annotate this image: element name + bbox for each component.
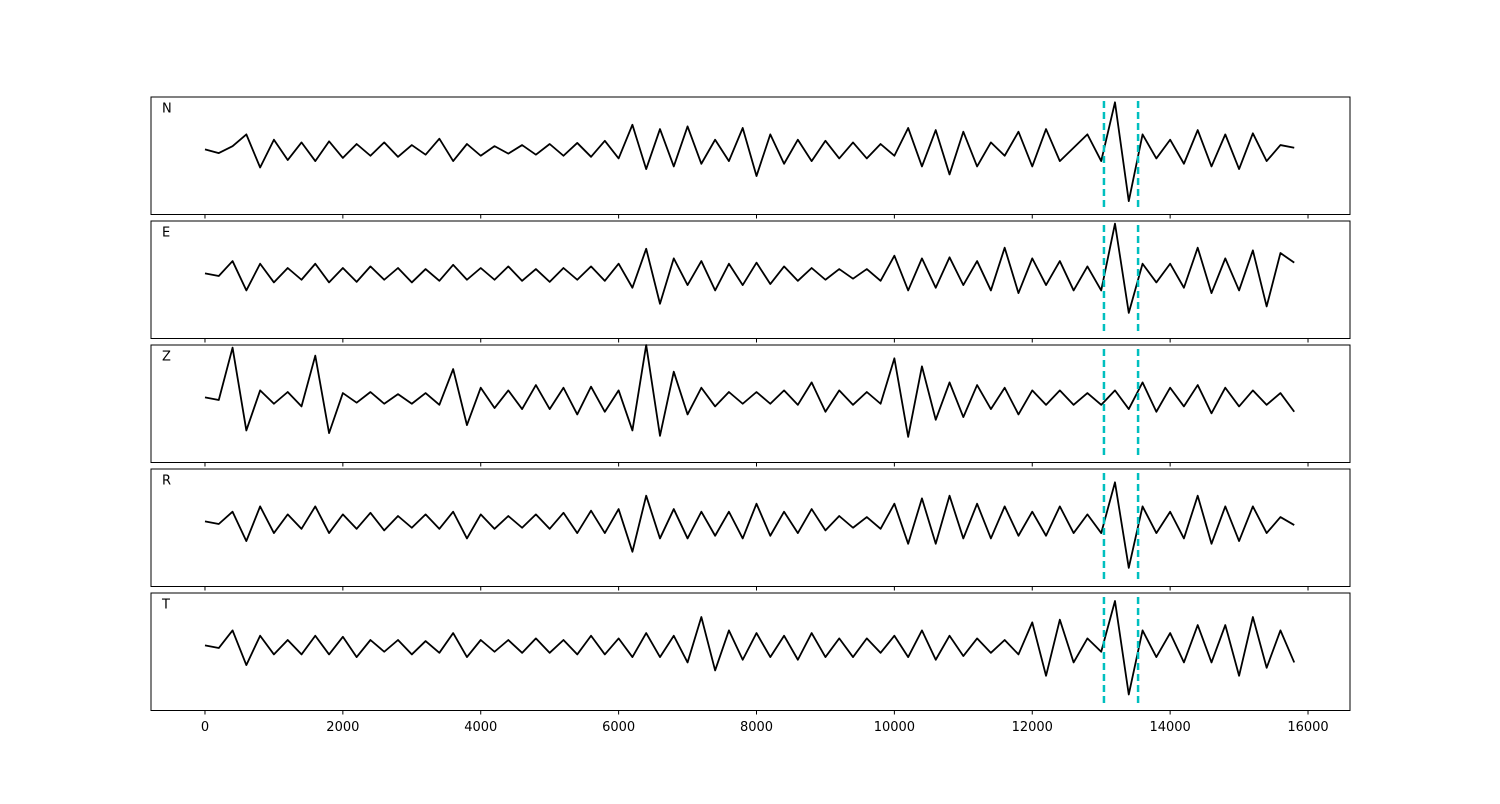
- x-tick-label: 10000: [874, 720, 915, 735]
- panel-frame: [150, 592, 1351, 711]
- panel-label: R: [162, 474, 171, 489]
- panel-frame: [150, 220, 1351, 339]
- x-tick-label: 8000: [740, 720, 773, 735]
- trace: [204, 600, 1296, 696]
- panel-label: E: [162, 226, 170, 241]
- x-tick-label: 16000: [1287, 720, 1328, 735]
- panel-frame: [150, 96, 1351, 215]
- x-tick-label: 6000: [602, 720, 635, 735]
- x-tick-label: 4000: [464, 720, 497, 735]
- panel-label: N: [162, 102, 172, 117]
- x-tick-label: 14000: [1149, 720, 1190, 735]
- trace: [204, 222, 1295, 314]
- panel-frame: [150, 344, 1351, 463]
- panel-frame: [150, 468, 1351, 587]
- x-tick-label: 2000: [326, 720, 359, 735]
- trace: [204, 344, 1295, 438]
- x-tick-label: 0: [201, 720, 209, 735]
- panel-label: T: [161, 598, 170, 613]
- panel-label: Z: [162, 350, 171, 365]
- trace: [204, 101, 1295, 203]
- trace: [204, 481, 1295, 569]
- x-tick-label: 12000: [1012, 720, 1053, 735]
